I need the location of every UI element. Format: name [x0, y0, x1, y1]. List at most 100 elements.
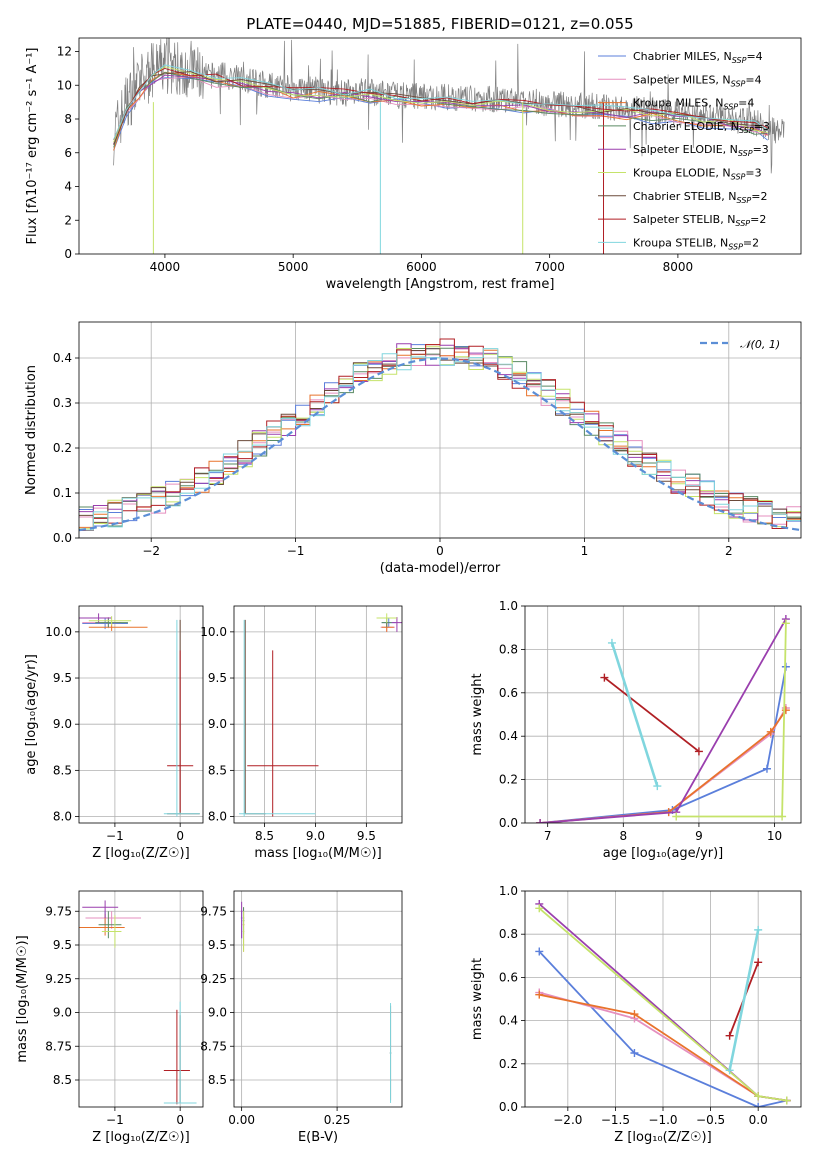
figure-title: PLATE=0440, MJD=51885, FIBERID=0121, z=0… [246, 15, 633, 33]
weight-vs-age-panel: 7 8 9 10 0.0 0.2 0.4 0.6 0.8 1.0 age [log₁₀(age/yr… [470, 599, 802, 861]
mass-vs-ebv-plot-area [234, 891, 402, 1107]
y-tick-label: 9.0 [208, 1006, 227, 1020]
legend-entry: Salpeter MILES, NSSP=4 [633, 73, 762, 88]
y-tick-label: 8.0 [208, 810, 227, 824]
x-tick-label: 0.25 [324, 1113, 351, 1127]
y-tick-label: 0.2 [499, 773, 518, 787]
mass-weight-point [630, 1049, 639, 1057]
x-tick-label: 4000 [150, 260, 181, 274]
model-spectrum-line [113, 71, 768, 145]
x-tick-label: 0 [436, 544, 444, 558]
x-axis-label: age [log₁₀(age/yr)] [603, 846, 724, 861]
y-tick-label: 9.25 [45, 972, 72, 986]
x-axis-label: Z [log₁₀(Z/Z☉)] [92, 846, 189, 861]
x-tick-label: 0.0 [749, 1113, 768, 1127]
x-tick-label: 9.5 [357, 829, 376, 843]
x-tick-label: 8.5 [255, 829, 274, 843]
mass-weight-point [766, 727, 775, 736]
age-vs-mass-plot-area [234, 606, 402, 823]
x-tick-label: 7 [544, 829, 552, 843]
y-tick-label: 8.0 [53, 810, 72, 824]
axes-frame [78, 37, 802, 255]
y-tick-label: 8.5 [53, 763, 72, 777]
axes-frame [78, 890, 204, 1108]
mass-weight-point [781, 619, 790, 628]
y-tick-label: 0.3 [53, 396, 72, 410]
y-tick-label: 9.5 [53, 671, 72, 685]
weight-vs-Z-panel: −2.0 −1.5 −1.0 −0.5 0.0 0.0 0.2 0.4 0.6 0.8 1.0 Z [… [470, 884, 802, 1145]
y-tick-label: 10 [57, 78, 72, 92]
mass-weight-point [630, 1010, 639, 1019]
mass-weight-point [781, 706, 790, 715]
mass-weight-point [754, 925, 763, 934]
y-tick-label: 0.8 [499, 642, 518, 656]
mass-weight-point [535, 904, 544, 913]
y-tick-label: 0 [64, 247, 72, 261]
y-axis-label: age [log₁₀(age/yr)] [24, 654, 39, 775]
y-tick-label: 9.0 [208, 717, 227, 731]
mass-weight-point [762, 764, 771, 773]
mass-weight-point [754, 1092, 763, 1101]
mass-weight-line [540, 666, 787, 823]
x-tick-label: 9 [695, 829, 703, 843]
model-spectrum-line [113, 64, 768, 140]
y-tick-label: 0.0 [499, 816, 518, 830]
weight-vs-age-plot-area [525, 606, 801, 823]
model-spectrum-line [113, 71, 768, 151]
legend-entry: Kroupa ELODIE, NSSP=3 [633, 167, 762, 182]
mass-weight-point [782, 1096, 791, 1105]
mass-weight-line [540, 707, 787, 823]
mass-weight-point [600, 673, 609, 682]
mass-weight-line [540, 709, 787, 823]
axes-frame [524, 890, 802, 1108]
axes-frame [78, 321, 802, 539]
x-tick-label: 2 [725, 544, 733, 558]
y-tick-label: 0.4 [499, 729, 518, 743]
x-axis-label: Z [log₁₀(Z/Z☉)] [92, 1130, 189, 1145]
y-tick-label: 8.75 [45, 1039, 72, 1053]
spectrum-legend: Chabrier MILES, NSSP=4 Salpeter MILES, NS… [598, 50, 770, 251]
y-tick-label: 0.2 [53, 441, 72, 455]
mass-weight-point [778, 812, 787, 821]
mass-weight-point [535, 990, 544, 999]
mass-weight-line [538, 950, 787, 1107]
x-axis-label: mass [log₁₀(M/M☉)] [254, 846, 381, 861]
mass-weight-point [672, 812, 681, 821]
y-tick-label: 0.4 [53, 351, 72, 365]
axes-frame [524, 605, 802, 824]
y-tick-label: 8.5 [208, 763, 227, 777]
y-tick-label: 8 [64, 112, 72, 126]
y-tick-label: 0.1 [53, 486, 72, 500]
axes-frame [233, 890, 403, 1108]
mass-weight-point [754, 1103, 763, 1107]
x-tick-label: 7000 [534, 260, 565, 274]
y-tick-label: 0.6 [499, 970, 518, 984]
mass-weight-point [607, 638, 616, 647]
residuals-plot-area [79, 322, 801, 538]
y-tick-label: 9.75 [200, 904, 227, 918]
model-spectrum-line [113, 76, 768, 145]
y-tick-label: 9.0 [53, 717, 72, 731]
y-tick-label: 9.5 [208, 938, 227, 952]
x-tick-label: 8 [619, 829, 627, 843]
x-tick-label: 0 [176, 829, 184, 843]
y-tick-label: 0.8 [499, 927, 518, 941]
axes-frame [233, 605, 403, 824]
spectrum-panel: 4000 5000 6000 7000 8000 0 2 4 6 8 10 12 wavelength … [25, 37, 802, 292]
y-tick-label: 12 [57, 45, 72, 59]
y-tick-label: 8.75 [200, 1039, 227, 1053]
y-tick-label: 9.0 [53, 1006, 72, 1020]
mass-weight-point [694, 747, 703, 756]
mass-weight-point [653, 782, 662, 791]
legend-entry: Salpeter ELODIE, NSSP=3 [633, 143, 769, 158]
x-tick-label: −2 [142, 544, 160, 558]
x-tick-label: 8000 [663, 260, 694, 274]
legend-entry: Kroupa MILES, NSSP=4 [633, 97, 754, 112]
y-tick-label: 0.2 [499, 1057, 518, 1071]
axes-frame [78, 605, 204, 824]
y-tick-label: 9.75 [45, 904, 72, 918]
residuals-panel: −2 −1 0 1 2 0.0 0.1 0.2 0.3 0.4 (data-model)/error… [24, 321, 802, 576]
x-tick-label: 0.00 [228, 1113, 255, 1127]
mass-vs-Z-plot-area [79, 891, 203, 1107]
